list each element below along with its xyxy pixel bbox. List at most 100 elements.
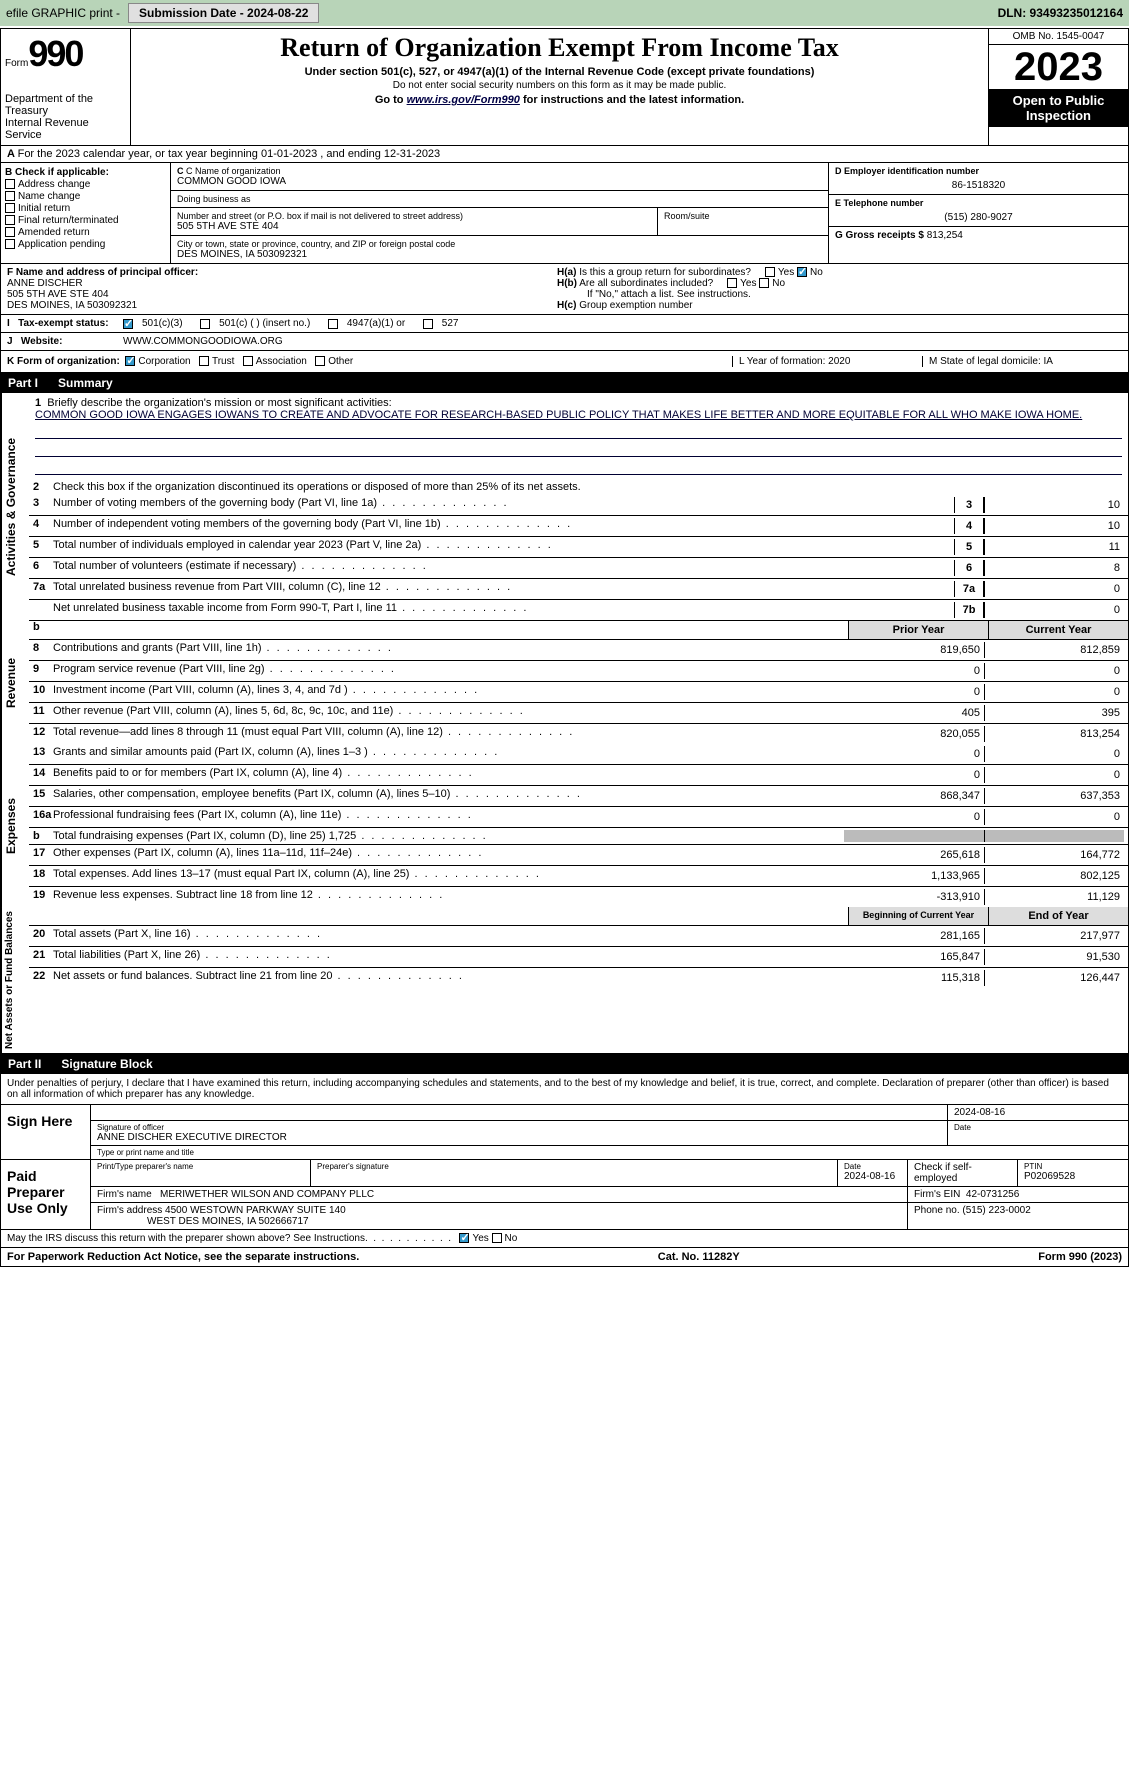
part1-header: Part I Summary <box>0 373 1129 393</box>
city-label: City or town, state or province, country… <box>177 239 822 249</box>
form-header: Form990 Department of the Treasury Inter… <box>0 28 1129 146</box>
cb-4947[interactable] <box>328 319 338 329</box>
firm-name: MERIWETHER WILSON AND COMPANY PLLC <box>160 1189 374 1200</box>
sig-date: 2024-08-16 <box>948 1105 1128 1120</box>
form-prefix: Form <box>5 58 28 69</box>
ha-yes[interactable] <box>765 267 775 277</box>
irs-yes[interactable] <box>459 1233 469 1243</box>
vtab-exp: Expenses <box>1 744 29 907</box>
hb-label: Are all subordinates included? <box>579 278 713 289</box>
col-begin: Beginning of Current Year <box>848 907 988 925</box>
part2-header: Part II Signature Block <box>0 1054 1129 1074</box>
firm-name-label: Firm's name <box>97 1189 152 1200</box>
line-klm: K Form of organization: Corporation Trus… <box>0 351 1129 373</box>
street-label: Number and street (or P.O. box if mail i… <box>177 211 651 221</box>
firm-phone: (515) 223-0002 <box>962 1205 1030 1216</box>
open-inspection: Open to Public Inspection <box>989 89 1128 127</box>
sign-here: Sign Here <box>1 1105 91 1159</box>
sig-date-label: Date <box>954 1123 1122 1132</box>
officer-label: F Name and address of principal officer: <box>7 267 198 278</box>
form-note: Do not enter social security numbers on … <box>135 80 984 91</box>
firm-addr-label: Firm's address <box>97 1205 162 1216</box>
foot-right: Form 990 (2023) <box>1038 1251 1122 1263</box>
hb-note: If "No," attach a list. See instructions… <box>557 289 1122 300</box>
vtab-ag: Activities & Governance <box>1 393 29 621</box>
line-i: I Tax-exempt status: 501(c)(3) 501(c) ( … <box>0 315 1129 333</box>
cb-assoc[interactable] <box>243 356 253 366</box>
omb-number: OMB No. 1545-0047 <box>989 29 1128 45</box>
tax-year: 2023 <box>989 45 1128 89</box>
irs-question: May the IRS discuss this return with the… <box>7 1233 368 1244</box>
form-number: 990 <box>28 33 82 74</box>
sig-officer-label: Signature of officer <box>97 1123 941 1132</box>
officer-addr1: 505 5TH AVE STE 404 <box>7 289 545 300</box>
form-title: Return of Organization Exempt From Incom… <box>135 33 984 63</box>
firm-ein-label: Firm's EIN <box>914 1189 960 1200</box>
k-label: K Form of organization: <box>7 356 120 367</box>
cb-initial-return[interactable]: Initial return <box>5 203 166 214</box>
dba-label: Doing business as <box>177 194 822 204</box>
irs-label: Internal Revenue Service <box>5 117 126 141</box>
goto-link[interactable]: www.irs.gov/Form990 <box>407 94 520 106</box>
sig-officer: ANNE DISCHER EXECUTIVE DIRECTOR <box>97 1132 941 1143</box>
receipts-label: G Gross receipts $ <box>835 230 924 241</box>
prep-date: 2024-08-16 <box>844 1171 895 1182</box>
cb-corp[interactable] <box>125 356 135 366</box>
signature-block: Under penalties of perjury, I declare th… <box>0 1074 1129 1248</box>
check-self: Check if self-employed <box>914 1162 972 1184</box>
cb-amended[interactable]: Amended return <box>5 227 166 238</box>
col-prior: Prior Year <box>848 621 988 639</box>
prep-name-label: Print/Type preparer's name <box>97 1162 304 1171</box>
irs-no[interactable] <box>492 1233 502 1243</box>
submission-button[interactable]: Submission Date - 2024-08-22 <box>128 3 319 23</box>
line2-num: 2 <box>33 481 53 493</box>
line2-text: Check this box if the organization disco… <box>53 481 1124 493</box>
mission-text: COMMON GOOD IOWA ENGAGES IOWANS TO CREAT… <box>35 409 1082 421</box>
org-name: COMMON GOOD IOWA <box>177 176 822 187</box>
ha-no[interactable] <box>797 267 807 277</box>
city-value: DES MOINES, IA 503092321 <box>177 249 822 260</box>
hb-no[interactable] <box>759 278 769 288</box>
ha-label: Is this a group return for subordinates? <box>579 267 751 278</box>
officer-addr2: DES MOINES, IA 503092321 <box>7 300 545 311</box>
ptin-label: PTIN <box>1024 1162 1122 1171</box>
cb-other[interactable] <box>315 356 325 366</box>
summary-rev: Revenue b Prior Year Current Year 8Contr… <box>0 621 1129 744</box>
summary-na: Net Assets or Fund Balances Beginning of… <box>0 907 1129 1054</box>
ein-label: D Employer identification number <box>835 166 1122 176</box>
phone-value: (515) 280-9027 <box>835 212 1122 223</box>
firm-ein: 42-0731256 <box>966 1189 1019 1200</box>
ein-value: 86-1518320 <box>835 180 1122 191</box>
dept-label: Department of the Treasury <box>5 93 126 117</box>
col-end: End of Year <box>988 907 1128 925</box>
type-label: Type or print name and title <box>97 1148 1122 1157</box>
section-b-g: B Check if applicable: Address change Na… <box>0 163 1129 264</box>
hc-label: Group exemption number <box>579 300 692 311</box>
cb-501c3[interactable] <box>123 319 133 329</box>
firm-addr2: WEST DES MOINES, IA 502666717 <box>147 1216 309 1227</box>
col-current: Current Year <box>988 621 1128 639</box>
hb-yes[interactable] <box>727 278 737 288</box>
cb-trust[interactable] <box>199 356 209 366</box>
cb-name-change[interactable]: Name change <box>5 191 166 202</box>
cb-pending[interactable]: Application pending <box>5 239 166 250</box>
goto-line: Go to www.irs.gov/Form990 for instructio… <box>135 94 984 106</box>
line1-num: 1 <box>35 397 41 409</box>
receipts-value: 813,254 <box>927 230 963 241</box>
l-year: L Year of formation: 2020 <box>732 356 922 367</box>
form-subtitle: Under section 501(c), 527, or 4947(a)(1)… <box>135 66 984 78</box>
m-state: M State of legal domicile: IA <box>922 356 1122 367</box>
section-f-h: F Name and address of principal officer:… <box>0 264 1129 315</box>
cb-501c[interactable] <box>200 319 210 329</box>
phone-label: E Telephone number <box>835 198 1122 208</box>
paid-preparer: Paid Preparer Use Only <box>1 1160 91 1229</box>
cb-address-change[interactable]: Address change <box>5 179 166 190</box>
ptin: P02069528 <box>1024 1171 1075 1182</box>
b-label: B Check if applicable: <box>5 167 166 178</box>
cb-final-return[interactable]: Final return/terminated <box>5 215 166 226</box>
website-url: WWW.COMMONGOODIOWA.ORG <box>123 336 283 347</box>
cb-527[interactable] <box>423 319 433 329</box>
dln: DLN: 93493235012164 <box>998 6 1123 20</box>
c-name-label: C Name of organization <box>186 166 281 176</box>
room-label: Room/suite <box>664 211 822 221</box>
